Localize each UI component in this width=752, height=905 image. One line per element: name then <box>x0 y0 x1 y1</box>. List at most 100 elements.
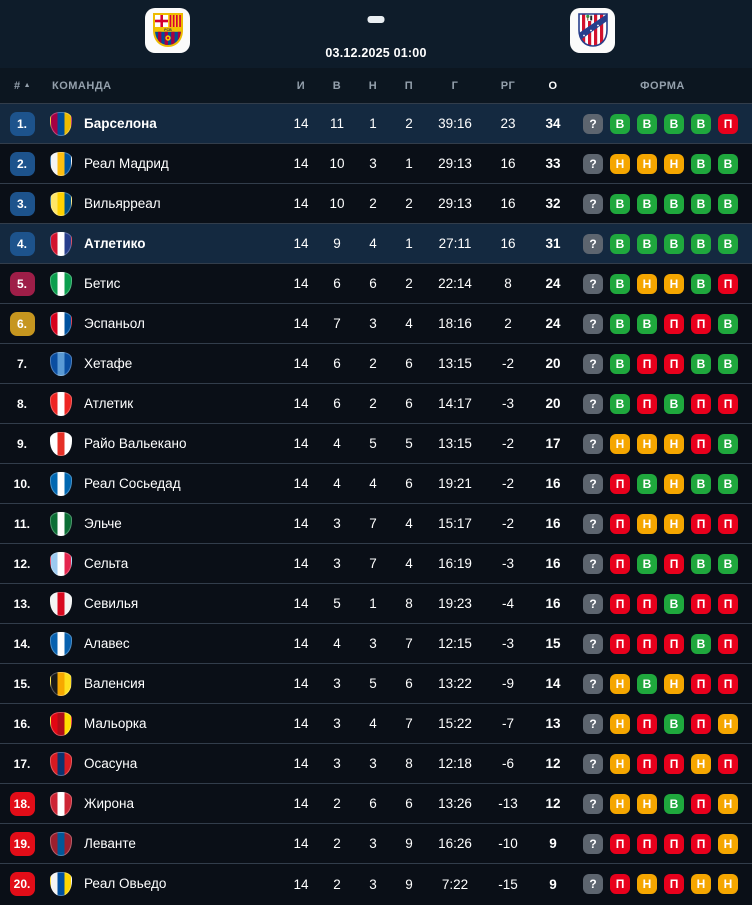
form-badge-loss[interactable]: П <box>664 313 684 334</box>
form-badge-loss[interactable]: П <box>664 353 684 374</box>
team-name[interactable]: Атлетик <box>84 395 134 411</box>
form-badge-unknown[interactable]: ? <box>583 353 603 374</box>
form-badge-loss[interactable]: П <box>718 393 738 414</box>
team-name[interactable]: Мальорка <box>84 715 147 731</box>
form-badge-win[interactable]: В <box>664 193 684 214</box>
form-badge-loss[interactable]: П <box>691 393 711 414</box>
table-row[interactable]: 4. Атлетико 14 9 4 1 27:11 16 31 ? В В В В В <box>0 224 752 264</box>
form-badge-draw[interactable]: Н <box>718 793 738 814</box>
form-badge-loss[interactable]: П <box>664 633 684 654</box>
form-badge-unknown[interactable]: ? <box>583 393 603 414</box>
form-badge-win[interactable]: В <box>610 233 630 254</box>
table-row[interactable]: 9. Райо Вальекано 14 4 5 5 13:15 -2 17 ?… <box>0 424 752 464</box>
form-badge-draw[interactable]: Н <box>718 713 738 734</box>
form-badge-loss[interactable]: П <box>610 633 630 654</box>
away-team-logo[interactable] <box>570 8 615 53</box>
form-badge-draw[interactable]: Н <box>637 153 657 174</box>
table-row[interactable]: 14. Алавес 14 4 3 7 12:15 -3 15 ? П П П В П <box>0 624 752 664</box>
form-badge-unknown[interactable]: ? <box>583 113 603 134</box>
form-badge-win[interactable]: В <box>637 553 657 574</box>
team-name[interactable]: Вильярреал <box>84 195 161 211</box>
form-badge-win[interactable]: В <box>691 553 711 574</box>
team-name[interactable]: Бетис <box>84 275 121 291</box>
form-badge-win[interactable]: В <box>718 193 738 214</box>
table-row[interactable]: 16. Мальорка 14 3 4 7 15:22 -7 13 ? Н П В П Н <box>0 704 752 744</box>
form-badge-draw[interactable]: Н <box>664 513 684 534</box>
form-badge-unknown[interactable]: ? <box>583 833 603 854</box>
table-row[interactable]: 5. Бетис 14 6 6 2 22:14 8 24 ? В Н Н В П <box>0 264 752 304</box>
form-badge-draw[interactable]: Н <box>637 513 657 534</box>
form-badge-win[interactable]: В <box>637 113 657 134</box>
team-name[interactable]: Алавес <box>84 635 130 651</box>
table-row[interactable]: 19. Леванте 14 2 3 9 16:26 -10 9 ? П П П П Н <box>0 824 752 864</box>
form-badge-draw[interactable]: Н <box>664 153 684 174</box>
form-badge-loss[interactable]: П <box>718 593 738 614</box>
form-badge-unknown[interactable]: ? <box>583 313 603 334</box>
form-badge-draw[interactable]: Н <box>637 433 657 454</box>
form-badge-loss[interactable]: П <box>610 553 630 574</box>
form-badge-unknown[interactable]: ? <box>583 713 603 734</box>
form-badge-unknown[interactable]: ? <box>583 473 603 494</box>
form-badge-loss[interactable]: П <box>718 273 738 294</box>
form-badge-win[interactable]: В <box>718 153 738 174</box>
form-badge-loss[interactable]: П <box>691 513 711 534</box>
form-badge-draw[interactable]: Н <box>637 874 657 894</box>
form-badge-draw[interactable]: Н <box>637 273 657 294</box>
team-name[interactable]: Валенсия <box>84 675 145 691</box>
form-badge-loss[interactable]: П <box>610 833 630 854</box>
form-badge-draw[interactable]: Н <box>664 433 684 454</box>
form-badge-win[interactable]: В <box>718 353 738 374</box>
table-row[interactable]: 6. Эспаньол 14 7 3 4 18:16 2 24 ? В В П П В <box>0 304 752 344</box>
table-row[interactable]: 7. Хетафе 14 6 2 6 13:15 -2 20 ? В П П В В <box>0 344 752 384</box>
form-badge-unknown[interactable]: ? <box>583 433 603 454</box>
team-name[interactable]: Жирона <box>84 795 134 811</box>
table-row[interactable]: 15. Валенсия 14 3 5 6 13:22 -9 14 ? Н В Н П П <box>0 664 752 704</box>
form-badge-win[interactable]: В <box>610 193 630 214</box>
form-badge-win[interactable]: В <box>637 473 657 494</box>
team-name[interactable]: Севилья <box>84 595 139 611</box>
form-badge-win[interactable]: В <box>610 113 630 134</box>
form-badge-draw[interactable]: Н <box>610 753 630 774</box>
form-badge-win[interactable]: В <box>637 673 657 694</box>
form-badge-loss[interactable]: П <box>637 633 657 654</box>
form-badge-loss[interactable]: П <box>664 553 684 574</box>
form-badge-loss[interactable]: П <box>691 313 711 334</box>
form-badge-loss[interactable]: П <box>691 793 711 814</box>
form-badge-draw[interactable]: Н <box>691 753 711 774</box>
form-badge-unknown[interactable]: ? <box>583 593 603 614</box>
form-badge-win[interactable]: В <box>610 313 630 334</box>
form-badge-draw[interactable]: Н <box>610 713 630 734</box>
team-name[interactable]: Реал Сосьедад <box>84 475 181 491</box>
table-row[interactable]: 10. Реал Сосьедад 14 4 4 6 19:21 -2 16 ?… <box>0 464 752 504</box>
column-header-rank[interactable]: # ▲ <box>0 80 44 92</box>
form-badge-win[interactable]: В <box>664 593 684 614</box>
form-badge-loss[interactable]: П <box>718 633 738 654</box>
form-badge-win[interactable]: В <box>691 113 711 134</box>
form-badge-loss[interactable]: П <box>691 593 711 614</box>
form-badge-loss[interactable]: П <box>610 513 630 534</box>
form-badge-win[interactable]: В <box>718 473 738 494</box>
form-badge-win[interactable]: В <box>691 153 711 174</box>
form-badge-unknown[interactable]: ? <box>583 753 603 774</box>
form-badge-loss[interactable]: П <box>610 593 630 614</box>
table-row[interactable]: 1. Барселона 14 11 1 2 39:16 23 34 ? В В В В… <box>0 104 752 144</box>
form-badge-win[interactable]: В <box>718 233 738 254</box>
form-badge-loss[interactable]: П <box>718 753 738 774</box>
form-badge-draw[interactable]: Н <box>718 874 738 894</box>
team-name[interactable]: Эльче <box>84 515 122 531</box>
form-badge-loss[interactable]: П <box>664 874 684 894</box>
table-row[interactable]: 20. Реал Овьедо 14 2 3 9 7:22 -15 9 ? П Н П… <box>0 864 752 904</box>
team-name[interactable]: Райо Вальекано <box>84 435 187 451</box>
form-badge-draw[interactable]: Н <box>610 673 630 694</box>
form-badge-draw[interactable]: Н <box>610 153 630 174</box>
form-badge-loss[interactable]: П <box>664 753 684 774</box>
form-badge-draw[interactable]: Н <box>691 874 711 894</box>
form-badge-win[interactable]: В <box>691 233 711 254</box>
form-badge-win[interactable]: В <box>718 433 738 454</box>
form-badge-draw[interactable]: Н <box>610 793 630 814</box>
form-badge-unknown[interactable]: ? <box>583 633 603 654</box>
form-badge-win[interactable]: В <box>637 193 657 214</box>
team-name[interactable]: Атлетико <box>84 235 146 251</box>
table-row[interactable]: 13. Севилья 14 5 1 8 19:23 -4 16 ? П П В П П <box>0 584 752 624</box>
form-badge-unknown[interactable]: ? <box>583 233 603 254</box>
